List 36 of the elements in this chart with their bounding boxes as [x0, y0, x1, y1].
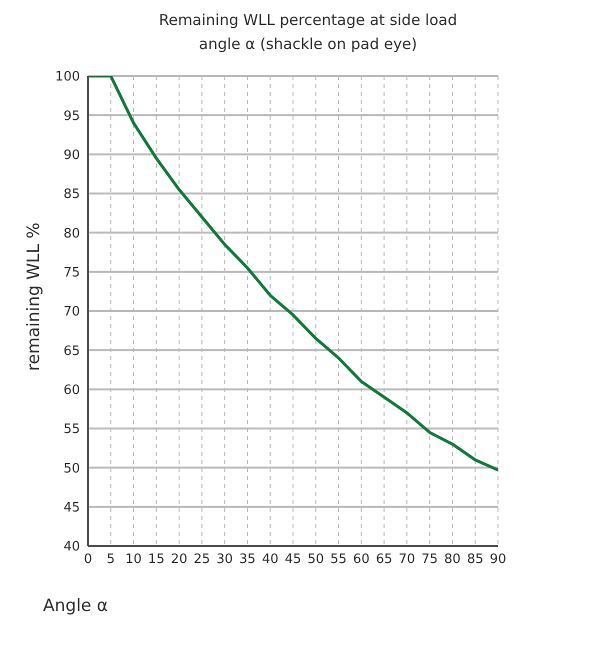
x-tick-label: 80: [444, 552, 461, 568]
x-tick-label: 75: [421, 552, 438, 568]
y-tick-label: 65: [63, 344, 80, 359]
x-tick-label: 50: [308, 552, 324, 568]
y-tick-label: 75: [63, 265, 80, 280]
x-tick-label: 15: [148, 552, 165, 568]
y-axis-title: remaining WLL %: [24, 222, 44, 371]
x-tick-label: 25: [194, 552, 210, 568]
y-tick-label: 95: [63, 108, 80, 124]
line-series: [88, 76, 498, 472]
x-tick-label: 65: [376, 552, 392, 568]
x-tick-label: 20: [170, 552, 188, 568]
chart-title: Remaining WLL percentage at side load angle α (shackle on pad eye): [158, 10, 458, 55]
y-tick-label: 90: [63, 148, 80, 163]
x-tick-label: 40: [262, 552, 278, 568]
x-tick-label: 5: [106, 552, 115, 568]
x-tick-label: 70: [398, 552, 416, 568]
x-axis-title: Angle α: [43, 596, 108, 616]
x-tick-label: 85: [466, 552, 484, 568]
y-tick-label: 60: [63, 382, 80, 398]
y-tick-label: 45: [63, 500, 80, 516]
y-tick-label: 40: [63, 540, 80, 555]
y-tick-label: 70: [63, 304, 80, 320]
y-tick-label: 55: [63, 422, 80, 438]
x-tick-label: 55: [330, 552, 347, 568]
x-tick-label: 30: [216, 552, 233, 568]
x-tick-label: 45: [284, 552, 302, 568]
x-tick-label: 35: [239, 552, 256, 568]
x-tick-label: 90: [490, 552, 506, 568]
y-tick-label: 85: [63, 187, 80, 202]
y-tick-label: 50: [63, 461, 80, 476]
x-tick-label: 60: [353, 552, 370, 568]
x-tick-label: 10: [125, 552, 142, 568]
y-tick-label: 80: [63, 226, 80, 242]
x-tick-label: 0: [84, 552, 92, 568]
y-tick-label: 100: [55, 70, 80, 85]
